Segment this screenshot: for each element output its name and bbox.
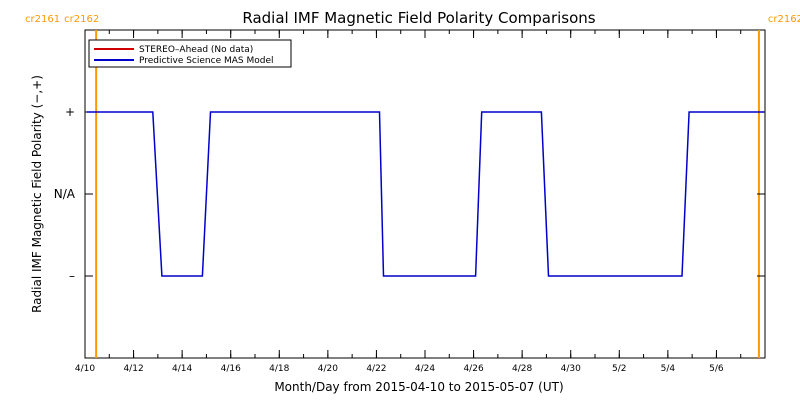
legend-label-mas-model: Predictive Science MAS Model — [139, 56, 274, 66]
x-tick-label: 4/30 — [561, 364, 581, 374]
legend: STEREO–Ahead (No data) Predictive Scienc… — [88, 39, 292, 68]
x-tick-label: 4/20 — [318, 364, 338, 374]
x-axis-label: Month/Day from 2015-04-10 to 2015-05-07 … — [274, 380, 563, 394]
legend-box — [88, 39, 292, 68]
x-tick-label: 4/26 — [463, 364, 483, 374]
series-line-mas-model — [87, 111, 764, 277]
y-axis-label: Radial IMF Magnetic Field Polarity (−,+) — [30, 75, 44, 313]
y-tick-label: – — [69, 269, 75, 283]
x-tick-label: 4/14 — [172, 364, 192, 374]
carrington-label-right: cr2162 — [64, 14, 99, 25]
series-layer — [87, 111, 764, 277]
carrington-label-left: cr2161 — [25, 14, 60, 25]
y-tick-label: N/A — [54, 187, 76, 201]
x-axis-ticks: 4/10 4/12 4/14 4/16 4/18 4/20 4/22 4/24 4/26 4/28… — [75, 30, 766, 374]
x-tick-label: 4/18 — [269, 364, 289, 374]
chart-title: Radial IMF Magnetic Field Polarity Compa… — [242, 9, 595, 27]
plot-frame — [84, 29, 766, 359]
x-tick-label: 4/22 — [366, 364, 386, 374]
x-tick-label: 5/2 — [612, 364, 626, 374]
legend-label-stereo-ahead: STEREO–Ahead (No data) — [139, 45, 253, 55]
x-tick-label: 4/16 — [221, 364, 241, 374]
x-tick-label: 4/24 — [415, 364, 435, 374]
x-tick-label: 5/6 — [709, 364, 724, 374]
y-axis-ticks: + N/A – — [54, 105, 765, 283]
x-tick-label: 5/4 — [661, 364, 676, 374]
x-tick-label: 4/10 — [75, 364, 95, 374]
carrington-label-left: cr2162 — [768, 14, 800, 25]
x-tick-label: 4/12 — [123, 364, 143, 374]
y-tick-label: + — [65, 105, 75, 119]
x-tick-label: 4/28 — [512, 364, 532, 374]
